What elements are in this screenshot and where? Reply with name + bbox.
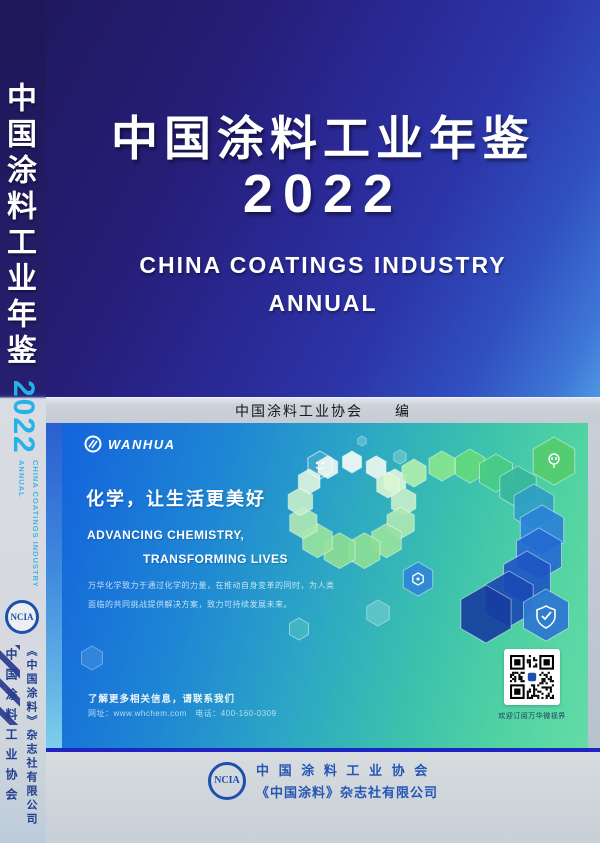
blue-divider-line [46,748,600,752]
spine: 中国涂料工业年鉴 2022 CHINA COATINGS INDUSTRY AN… [0,0,46,843]
ncia-logo-footer: NCIA [207,761,246,800]
wanhua-logo: WANHUA [84,435,176,453]
footer-association: 中 国 涂 料 工 业 协 会 [255,763,431,778]
wanhua-ad-banner: WANHUA 化学，让生活更美好 ADVANCING CHEMISTRY, TR… [62,423,588,748]
brand-name: WANHUA [108,436,176,452]
slogan-english-line2: TRANSFORMING LIVES [143,552,289,566]
right-margin-strip [588,423,600,752]
spine-english-subtitle: CHINA COATINGS INDUSTRY ANNUAL [12,460,42,595]
footer: NCIA 中 国 涂 料 工 业 协 会 《中国涂料》杂志社有限公司 [46,752,600,843]
spine-english-line2: ANNUAL [17,460,26,498]
ncia-logo-text: NCIA [10,612,34,622]
spine-title: 中国涂料工业年鉴 [2,82,35,370]
editor-text: 中国涂料工业协会 编 [235,402,411,419]
slogan-english-line1: ADVANCING CHEMISTRY, [87,528,245,542]
spine-association: 中国涂料工业协会 [4,648,18,808]
spine-publisher: 《中国涂料》杂志社有限公司 [25,645,37,827]
qr-code-pattern [510,655,554,699]
ncia-logo: NCIA [5,600,39,634]
left-margin-strip [46,423,62,752]
ncia-logo-footer-text: NCIA [214,775,240,786]
front-cover-top: 中国涂料工业年鉴 2022 CHINA COATINGS INDUSTRY AN… [46,0,600,397]
contact-title: 了解更多相关信息，请联系我们 [88,694,236,705]
banner-body-line2: 面临的共同挑战提供解决方案，致力可持续发展未来。 [88,600,292,609]
qr-code [504,649,560,705]
banner-body-text: 万华化学致力于通过化学的力量，在推动自身变革的同时，为人类 面临的共同挑战提供解… [88,576,368,614]
spine-year: 2022 [7,380,40,455]
slogan-chinese: 化学，让生活更美好 [86,489,266,509]
cover-title: 中国涂料工业年鉴 [111,112,535,165]
contact-detail: 网址：www.whchem.com 电话：400-160-0309 [88,709,277,718]
footer-publisher: 《中国涂料》杂志社有限公司 [255,785,438,800]
footer-publisher-block: 中 国 涂 料 工 业 协 会 《中国涂料》杂志社有限公司 [256,760,438,801]
editor-band: 中国涂料工业协会 编 [46,397,600,423]
cover-year: 2022 [242,164,404,224]
qr-caption: 欢迎订阅万华微视界 [498,713,566,720]
cover-subtitle-line2: ANNUAL [268,290,378,316]
cover-subtitle-line1: CHINA COATINGS INDUSTRY [139,252,507,278]
wanhua-logo-icon [84,435,102,453]
spine-english-line1: CHINA COATINGS INDUSTRY [31,460,40,588]
spine-diagonal-stripes [0,645,20,725]
banner-body-line1: 万华化学致力于通过化学的力量，在推动自身变革的同时，为人类 [88,581,335,590]
